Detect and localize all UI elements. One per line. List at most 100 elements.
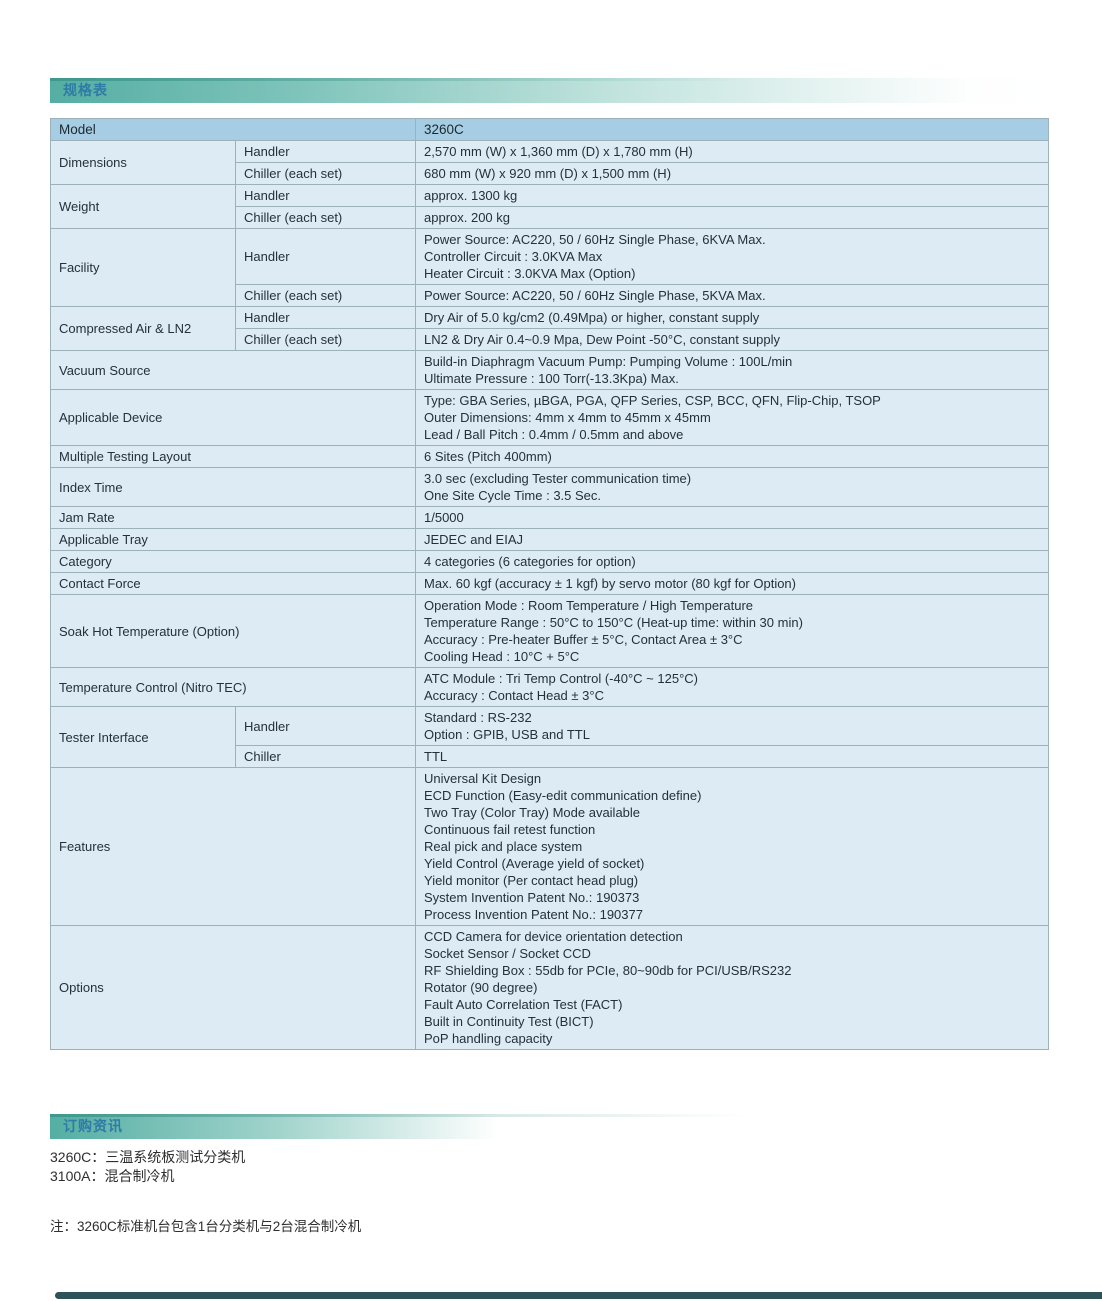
table-row: Multiple Testing Layout 6 Sites (Pitch 40… <box>50 445 1049 468</box>
spec-value-line: Accuracy : Contact Head ± 3°C <box>424 688 604 703</box>
table-row: Chiller (each set) 680 mm (W) x 920 mm (D… <box>51 162 1049 185</box>
row-value: Build-in Diaphragm Vacuum Pump: Pumping … <box>415 350 1049 390</box>
spec-value-line: 3.0 sec (excluding Tester communication … <box>424 471 692 486</box>
row-value: TTL <box>415 745 1049 768</box>
model-value: 3260C <box>415 118 1049 141</box>
spec-page: 规格表 Model 3260C Dimensions Handler 2,570 m… <box>50 78 1049 1236</box>
spec-value-line: 1/5000 <box>424 510 464 525</box>
table-row: Weight Handler approx. 1300 kg <box>50 184 1049 229</box>
row-value: 4 categories (6 categories for option) <box>415 550 1049 573</box>
row-value: Operation Mode : Room Temperature / High… <box>415 594 1049 668</box>
spec-value-line: Continuous fail retest function <box>424 822 596 837</box>
row-label: Applicable Tray <box>50 528 416 551</box>
spec-value-line: Rotator (90 degree) <box>424 980 538 995</box>
table-row: Tester Interface Handler Standard : RS-232… <box>50 706 1049 768</box>
table-row: Applicable Tray JEDEC and EIAJ <box>50 528 1049 551</box>
spec-value-line: Temperature Range : 50°C to 150°C (Heat-… <box>424 615 803 630</box>
row-sublabel: Handler <box>235 228 416 285</box>
table-row: Temperature Control (Nitro TEC) ATC Modul… <box>50 667 1049 707</box>
order-line: 3260C：三温系统板测试分类机 <box>50 1149 246 1165</box>
spec-value-line: Power Source: AC220, 50 / 60Hz Single Ph… <box>424 232 766 247</box>
row-sublabel: Chiller (each set) <box>235 328 416 351</box>
spec-value-line: Yield monitor (Per contact head plug) <box>424 873 639 888</box>
spec-value-line: 680 mm (W) x 920 mm (D) x 1,500 mm (H) <box>424 166 672 181</box>
model-label: Model <box>50 118 416 141</box>
row-value: Universal Kit Design ECD Function (Easy-e… <box>415 767 1049 926</box>
spec-value-line: JEDEC and EIAJ <box>424 532 523 547</box>
spec-table: Model 3260C Dimensions Handler 2,570 mm (W… <box>50 118 1049 1050</box>
table-row: Vacuum Source Build-in Diaphragm Vacuum P… <box>50 350 1049 390</box>
spec-value-line: 2,570 mm (W) x 1,360 mm (D) x 1,780 mm (… <box>424 144 693 159</box>
table-row: Soak Hot Temperature (Option) Operation M… <box>50 594 1049 668</box>
spec-value-line: Outer Dimensions: 4mm x 4mm to 45mm x 45… <box>424 410 711 425</box>
spec-value-line: Universal Kit Design <box>424 771 542 786</box>
spec-value-line: Built in Continuity Test (BICT) <box>424 1014 594 1029</box>
row-label: Options <box>50 925 416 1050</box>
spec-value-line: Ultimate Pressure : 100 Torr(-13.3Kpa) M… <box>424 371 679 386</box>
row-label: Temperature Control (Nitro TEC) <box>50 667 416 707</box>
spec-value-line: ECD Function (Easy-edit communication de… <box>424 788 702 803</box>
spec-value-line: Heater Circuit : 3.0KVA Max (Option) <box>424 266 636 281</box>
spec-value-line: Socket Sensor / Socket CCD <box>424 946 591 961</box>
row-label: Soak Hot Temperature (Option) <box>50 594 416 668</box>
order-line: 3100A：混合制冷机 <box>50 1168 175 1184</box>
table-row: Chiller TTL <box>51 745 1049 768</box>
row-sublabel: Handler <box>235 706 416 746</box>
row-label: Applicable Device <box>50 389 416 446</box>
row-label: Tester Interface <box>50 706 236 768</box>
row-value: approx. 200 kg <box>415 206 1049 229</box>
spec-value-line: TTL <box>424 749 448 764</box>
table-row: Chiller (each set) approx. 200 kg <box>51 206 1049 229</box>
table-row: Category 4 categories (6 categories for o… <box>50 550 1049 573</box>
spec-value-line: 4 categories (6 categories for option) <box>424 554 636 569</box>
spec-section-title: 规格表 <box>63 82 108 98</box>
spec-value-line: Two Tray (Color Tray) Mode available <box>424 805 641 820</box>
table-row: Dimensions Handler 2,570 mm (W) x 1,360 mm… <box>50 140 1049 185</box>
row-value: JEDEC and EIAJ <box>415 528 1049 551</box>
table-header-row: Model 3260C <box>50 118 1049 141</box>
spec-value-line: Fault Auto Correlation Test (FACT) <box>424 997 623 1012</box>
spec-value-line: approx. 1300 kg <box>424 188 518 203</box>
row-sublabel: Handler <box>235 184 416 207</box>
row-value: 1/5000 <box>415 506 1049 529</box>
table-row: Index Time 3.0 sec (excluding Tester comm… <box>50 467 1049 507</box>
spec-value-line: System Invention Patent No.: 190373 <box>424 890 640 905</box>
spec-value-line: Accuracy : Pre-heater Buffer ± 5°C, Cont… <box>424 632 743 647</box>
spec-value-line: LN2 & Dry Air 0.4~0.9 Mpa, Dew Point -50… <box>424 332 781 347</box>
spec-value-line: Operation Mode : Room Temperature / High… <box>424 598 754 613</box>
row-sublabel: Handler <box>235 306 416 329</box>
table-row: Options CCD Camera for device orientation… <box>50 925 1049 1050</box>
row-value: Standard : RS-232 Option : GPIB, USB and … <box>415 706 1049 746</box>
spec-value-line: Max. 60 kgf (accuracy ± 1 kgf) by servo … <box>424 576 796 591</box>
row-value: Power Source: AC220, 50 / 60Hz Single Ph… <box>415 228 1049 285</box>
spec-value-line: RF Shielding Box : 55db for PCIe, 80~90d… <box>424 963 792 978</box>
row-label: Index Time <box>50 467 416 507</box>
spec-value-line: Cooling Head : 10°C + 5°C <box>424 649 580 664</box>
row-value: Power Source: AC220, 50 / 60Hz Single Ph… <box>415 284 1049 307</box>
spec-value-line: approx. 200 kg <box>424 210 511 225</box>
spec-value-line: Option : GPIB, USB and TTL <box>424 727 590 742</box>
row-label: Dimensions <box>50 140 236 185</box>
spec-value-line: Dry Air of 5.0 kg/cm2 (0.49Mpa) or highe… <box>424 310 760 325</box>
row-label: Facility <box>50 228 236 307</box>
row-sublabel: Chiller (each set) <box>235 206 416 229</box>
row-sublabel: Chiller (each set) <box>235 162 416 185</box>
spec-section-banner: 规格表 <box>50 78 1048 103</box>
row-sublabel: Handler <box>235 140 416 163</box>
spec-value-line: CCD Camera for device orientation detect… <box>424 929 683 944</box>
row-value: 6 Sites (Pitch 400mm) <box>415 445 1049 468</box>
spec-value-line: Lead / Ball Pitch : 0.4mm / 0.5mm and ab… <box>424 427 684 442</box>
spec-value-line: PoP handling capacity <box>424 1031 553 1046</box>
spec-value-line: Standard : RS-232 <box>424 710 532 725</box>
row-value: approx. 1300 kg <box>415 184 1049 207</box>
table-row: Applicable Device Type: GBA Series, µBGA,… <box>50 389 1049 446</box>
row-sublabel: Chiller (each set) <box>235 284 416 307</box>
table-row: Contact Force Max. 60 kgf (accuracy ± 1 k… <box>50 572 1049 595</box>
row-sublabel: Chiller <box>235 745 416 768</box>
row-label: Multiple Testing Layout <box>50 445 416 468</box>
order-lines: 3260C：三温系统板测试分类机 3100A：混合制冷机 <box>50 1148 1048 1186</box>
spec-value-line: Yield Control (Average yield of socket) <box>424 856 645 871</box>
spec-value-line: Build-in Diaphragm Vacuum Pump: Pumping … <box>424 354 793 369</box>
row-label: Contact Force <box>50 572 416 595</box>
row-value: Dry Air of 5.0 kg/cm2 (0.49Mpa) or highe… <box>415 306 1049 329</box>
